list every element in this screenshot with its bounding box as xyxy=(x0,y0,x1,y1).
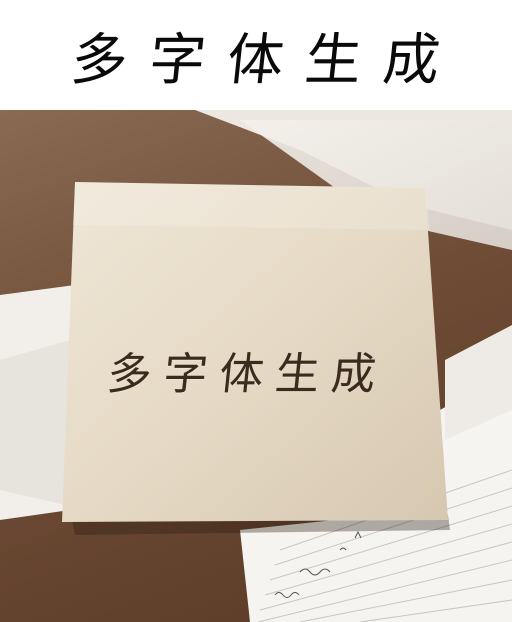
paper-top-right xyxy=(195,110,512,250)
header-title: 多字体生成 xyxy=(68,27,465,93)
card-text: 多字体生成 xyxy=(104,349,391,400)
desk-photo: 多字体生成 xyxy=(0,110,512,622)
lined-paper xyxy=(240,325,512,622)
header-banner: 多字体生成 xyxy=(0,0,512,110)
note-card xyxy=(62,182,448,522)
desk-scene xyxy=(0,110,512,622)
paper-left xyxy=(0,285,75,520)
